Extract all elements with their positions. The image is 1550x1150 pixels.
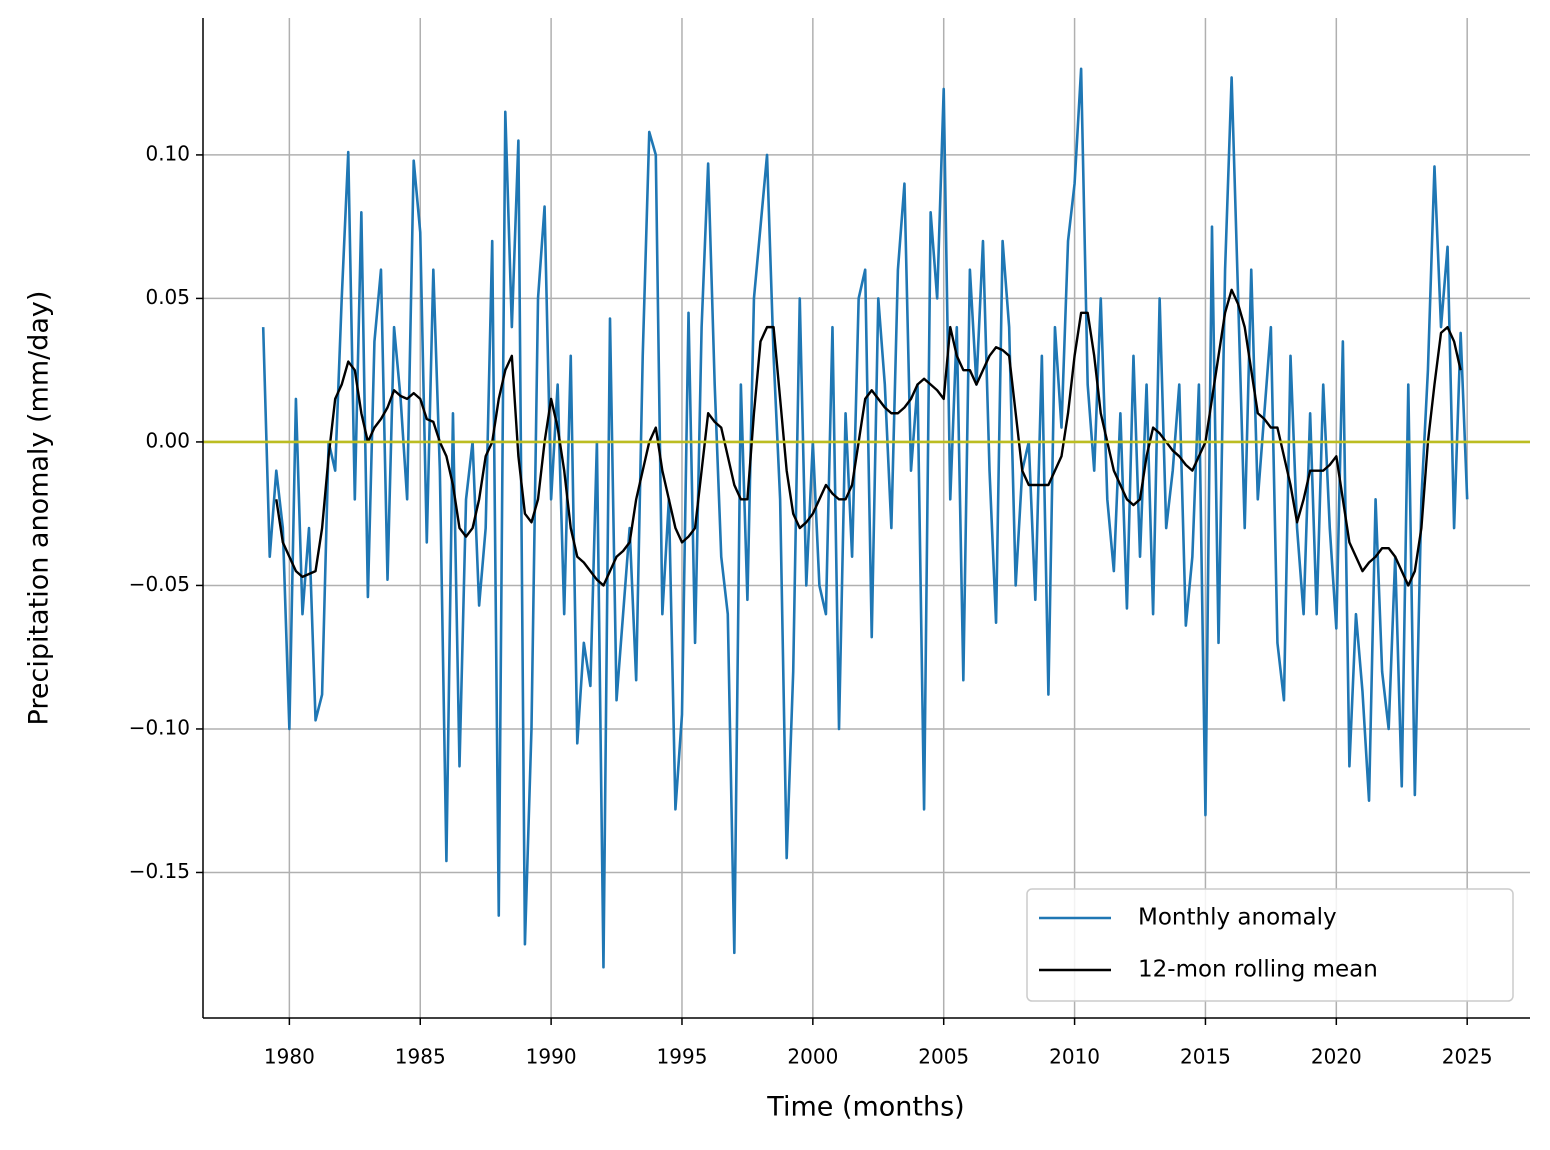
y-axis-label: Precipitation anomaly (mm/day) xyxy=(24,291,55,726)
y-tick-label: −0.05 xyxy=(129,572,190,596)
x-tick-label: 1995 xyxy=(657,1045,708,1069)
y-tick-label: −0.15 xyxy=(129,859,190,883)
y-tick-label: 0.10 xyxy=(145,141,190,165)
x-tick-label: 1980 xyxy=(264,1045,315,1069)
y-tick-label: 0.00 xyxy=(145,428,190,452)
x-tick-label: 2020 xyxy=(1311,1045,1362,1069)
legend-label: 12-mon rolling mean xyxy=(1138,957,1378,983)
x-tick-label: 2010 xyxy=(1049,1045,1100,1069)
x-tick-label: 1990 xyxy=(526,1045,577,1069)
x-tick-label: 2015 xyxy=(1180,1045,1231,1069)
series-line xyxy=(261,67,1469,969)
x-tick-label: 2000 xyxy=(787,1045,838,1069)
series-line xyxy=(275,288,1462,587)
x-axis-label: Time (months) xyxy=(766,1092,964,1123)
y-tick-label: −0.10 xyxy=(129,715,190,739)
legend-label: Monthly anomaly xyxy=(1138,905,1337,931)
legend-box xyxy=(1026,888,1514,1002)
x-tick-label: 1985 xyxy=(395,1045,446,1069)
y-tick-label: 0.05 xyxy=(145,285,190,309)
x-tick-label: 2025 xyxy=(1442,1045,1493,1069)
x-tick-label: 2005 xyxy=(918,1045,969,1069)
